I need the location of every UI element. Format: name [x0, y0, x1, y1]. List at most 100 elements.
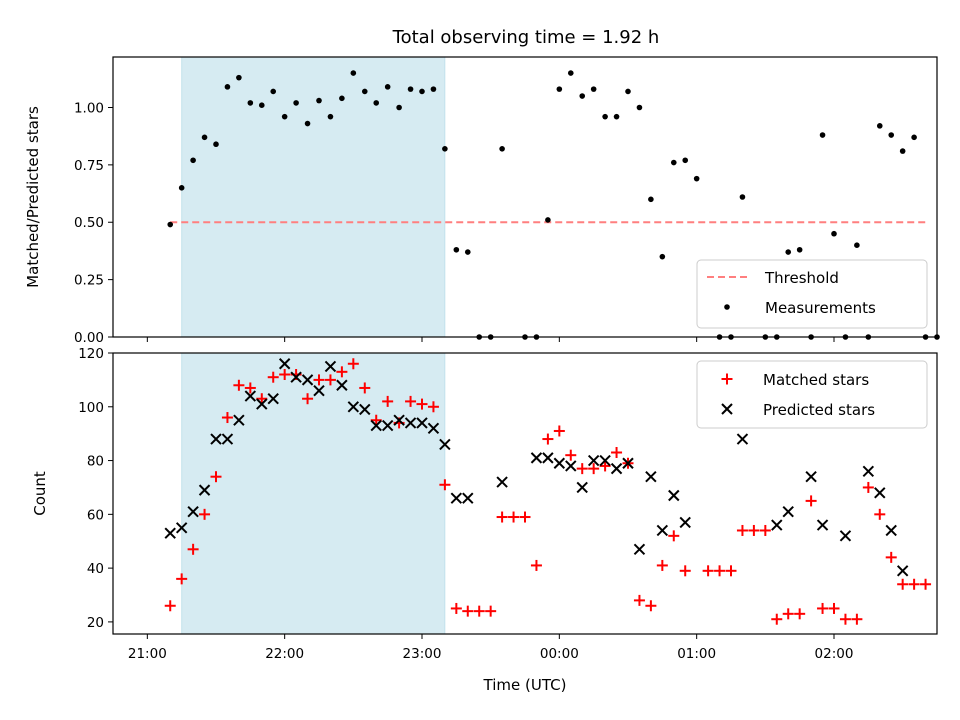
matched-star-marker: [370, 414, 382, 426]
matched-star-marker: [462, 605, 474, 617]
measurement-point: [316, 97, 322, 104]
predicted-star-marker: [175, 522, 188, 534]
measurement-point: [464, 249, 471, 255]
measurement-point: [739, 194, 746, 200]
matched-star-marker: [542, 433, 554, 445]
matched-star-marker: [565, 449, 577, 461]
legend-measurements-label: Measurements: [765, 299, 876, 317]
matched-star-marker: [599, 460, 611, 472]
predicted-star-marker: [542, 452, 554, 464]
predicted-star-marker: [874, 487, 886, 499]
bottom-plot-frame: [112, 352, 938, 635]
matched-star-marker: [256, 393, 268, 405]
matched-star-marker: [210, 471, 222, 483]
predicted-star-marker: [771, 519, 783, 531]
measurement-point: [876, 123, 883, 129]
predicted-star-marker: [393, 414, 405, 426]
matched-star-marker: [794, 608, 806, 620]
matched-star-marker: [336, 366, 348, 378]
measurement-point: [854, 242, 860, 248]
bottom-y-axis-label: Count: [31, 471, 49, 516]
measurement-point: [293, 100, 299, 106]
predicted-star-marker: [336, 379, 348, 391]
matched-star-marker: [920, 578, 932, 590]
measurement-point: [499, 146, 505, 152]
matched-star-marker: [485, 605, 497, 617]
predicted-star-marker: [370, 419, 382, 432]
top-y-tick-label: 0.50: [74, 215, 104, 231]
predicted-star-marker: [244, 390, 257, 402]
predicted-star-marker: [896, 565, 909, 577]
predicted-star-marker: [668, 489, 680, 502]
measurement-point: [419, 88, 425, 95]
matched-star-marker: [748, 524, 760, 536]
bottom-x-ticks: 21:00 22:00 23:00 00:00 01:00 02:00: [128, 634, 853, 662]
measurement-point: [899, 148, 906, 154]
matched-star-marker: [347, 358, 359, 370]
matched-star-marker: [782, 608, 794, 620]
matched-star-marker: [187, 543, 199, 555]
predicted-star-marker: [679, 516, 691, 529]
matched-star-marker: [714, 565, 726, 577]
measurement-point: [442, 146, 448, 152]
measurement-point: [453, 246, 460, 253]
top-legend: Threshold Measurements: [696, 259, 928, 329]
legend-predicted-swatch: [721, 403, 733, 415]
measurement-point: [247, 100, 254, 106]
matched-star-marker: [805, 495, 817, 507]
bottom-legend-box: [696, 360, 928, 429]
observing-window-shade-bottom: [181, 352, 446, 635]
matched-star-marker: [885, 551, 897, 563]
predicted-star-marker: [862, 465, 875, 478]
legend-plus-mark: [721, 373, 733, 385]
measurement-point: [545, 217, 551, 223]
matched-star-marker: [439, 479, 451, 491]
measurement-point: [625, 88, 631, 95]
x-tick-label: 21:00: [128, 646, 167, 662]
measurement-point: [556, 86, 563, 92]
bottom-y-ticks: 20 40 60 80 100 120: [78, 346, 113, 631]
measurement-point: [567, 70, 574, 76]
matched-star-marker: [313, 374, 325, 386]
legend-threshold-label: Threshold: [764, 269, 839, 287]
predicted-star-marker: [290, 371, 302, 383]
predicted-star-marker: [816, 519, 829, 531]
measurement-points: [167, 70, 940, 340]
predicted-star-marker: [278, 358, 291, 370]
matched-star-marker: [473, 605, 485, 617]
top-panel: 0.00 0.25 0.50 0.75 1.00 Matched/Predicted s…: [24, 56, 940, 346]
bottom-panel: 20 40 60 80 100 120 21:00 22:00 23:00 00:00 01:00…: [31, 346, 938, 694]
bottom-y-tick-label: 100: [78, 400, 104, 416]
predicted-star-marker: [301, 374, 314, 386]
predicted-star-marker: [530, 452, 543, 464]
matched-star-marker: [416, 398, 428, 410]
predicted-star-marker: [427, 422, 440, 434]
matched-star-marker: [668, 530, 680, 542]
measurement-point: [339, 95, 345, 102]
top-plot-frame: [112, 56, 938, 338]
x-axis-label: Time (UTC): [483, 676, 567, 694]
chart-title: Total observing time = 1.92 h: [392, 27, 660, 48]
matched-star-marker: [496, 511, 508, 523]
measurement-point: [407, 86, 414, 92]
matched-star-marker: [874, 508, 886, 520]
predicted-star-markers: [164, 358, 909, 577]
top-y-tick-label: 0.75: [74, 158, 104, 174]
predicted-star-marker: [187, 505, 199, 518]
top-y-axis-label: Matched/Predicted stars: [24, 106, 42, 288]
predicted-star-marker: [622, 457, 634, 469]
predicted-star-marker: [587, 454, 600, 467]
top-y-tick-label: 0.25: [74, 273, 104, 289]
matched-star-marker: [645, 600, 657, 612]
predicted-star-marker: [576, 481, 588, 494]
matched-star-marker: [759, 524, 771, 536]
top-legend-box: [696, 259, 928, 329]
matched-star-marker: [576, 463, 588, 475]
matched-star-marker: [221, 412, 233, 424]
measurement-point: [888, 132, 895, 138]
legend-matched-swatch: [721, 373, 733, 385]
predicted-star-marker: [347, 401, 360, 413]
measurement-point: [579, 93, 586, 99]
predicted-star-marker: [439, 438, 451, 451]
measurement-point: [785, 249, 792, 255]
